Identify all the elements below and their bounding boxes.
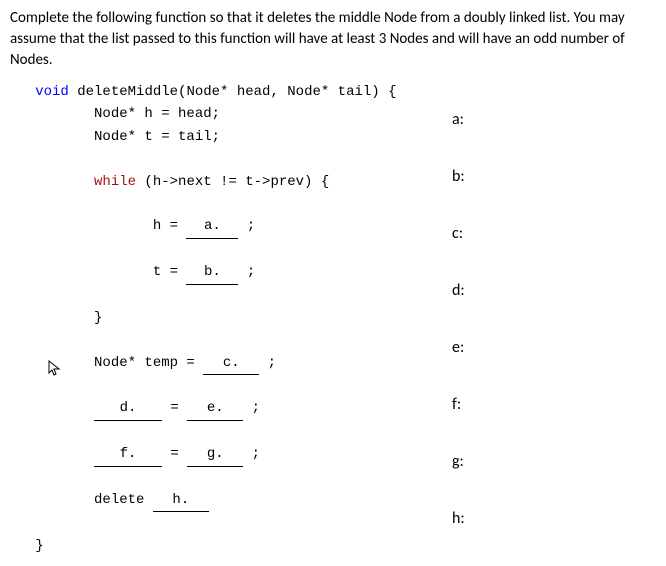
signature: deleteMiddle(Node* head, Node* tail) { [69,84,397,100]
answer-d[interactable]: d: [452,281,465,300]
while-close: } [94,310,102,326]
blank-d[interactable]: d. [94,397,162,420]
line-t-decl: Node* t = tail; [94,129,220,145]
h-assign: h = [153,218,187,234]
blank-c[interactable]: c. [203,352,259,375]
code-block: void deleteMiddle(Node* head, Node* tail… [10,81,656,557]
blank-h[interactable]: h. [153,489,209,512]
intro-text: Complete the following function so that … [10,8,656,71]
intro-line2: assume that the list passed to this func… [10,30,625,48]
line-h-decl: Node* h = head; [94,106,220,122]
answer-h[interactable]: h: [452,509,465,528]
intro-line1: Complete the following function so that … [10,9,625,27]
answer-c[interactable]: c: [452,224,465,243]
answer-b[interactable]: b: [452,167,465,186]
t-assign: t = [153,264,187,280]
temp-decl: Node* temp = [94,355,203,371]
blank-a[interactable]: a. [186,215,238,238]
blank-f[interactable]: f. [94,443,162,466]
eq-de: = [162,400,187,416]
semi-b: ; [247,264,255,280]
semi-a: ; [247,218,255,234]
cursor-icon [48,360,62,381]
semi-g: ; [252,446,260,462]
answer-e[interactable]: e: [452,338,465,357]
while-cond: (h->next != t->prev) { [136,174,329,190]
semi-e: ; [252,400,260,416]
answer-column: a: b: c: d: e: f: g: h: [452,110,465,566]
func-close: } [35,538,43,554]
blank-g[interactable]: g. [187,443,243,466]
delete-stmt: delete [94,492,153,508]
keyword-while: while [94,174,136,190]
blank-b[interactable]: b. [186,261,238,284]
answer-f[interactable]: f: [452,395,465,414]
intro-line3: Nodes. [10,51,53,69]
eq-fg: = [162,446,187,462]
semi-c: ; [268,355,276,371]
answer-a[interactable]: a: [452,110,465,129]
answer-g[interactable]: g: [452,452,465,471]
keyword-void: void [35,84,69,100]
blank-e[interactable]: e. [187,397,243,420]
